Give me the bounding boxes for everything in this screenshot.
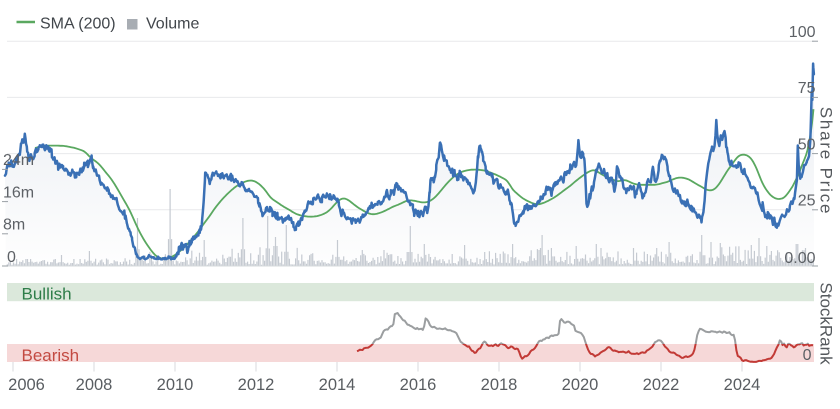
svg-text:2020: 2020 [562,376,599,394]
svg-text:24m: 24m [3,152,34,169]
svg-text:2016: 2016 [400,376,437,394]
svg-text:50: 50 [798,136,816,153]
svg-text:2024: 2024 [724,376,761,394]
svg-text:SMA (200): SMA (200) [40,16,116,33]
svg-text:100: 100 [789,24,816,41]
svg-text:StockRank: StockRank [817,282,836,365]
svg-text:75: 75 [798,80,816,97]
svg-text:Volume: Volume [146,16,199,33]
svg-text:0: 0 [7,249,16,266]
svg-text:2022: 2022 [643,376,680,394]
svg-text:16m: 16m [3,184,34,201]
svg-text:0: 0 [803,347,812,364]
svg-text:2010: 2010 [157,376,194,394]
svg-text:25: 25 [798,193,816,210]
svg-text:Share Price: Share Price [817,107,836,216]
svg-text:2008: 2008 [76,376,113,394]
svg-text:Bearish: Bearish [22,346,80,365]
svg-text:0.00: 0.00 [784,250,815,267]
svg-text:2014: 2014 [319,376,356,394]
svg-text:2012: 2012 [238,376,275,394]
svg-text:2018: 2018 [481,376,518,394]
svg-text:8m: 8m [3,217,25,234]
svg-text:2006: 2006 [8,376,45,394]
svg-text:Bullish: Bullish [22,284,72,303]
